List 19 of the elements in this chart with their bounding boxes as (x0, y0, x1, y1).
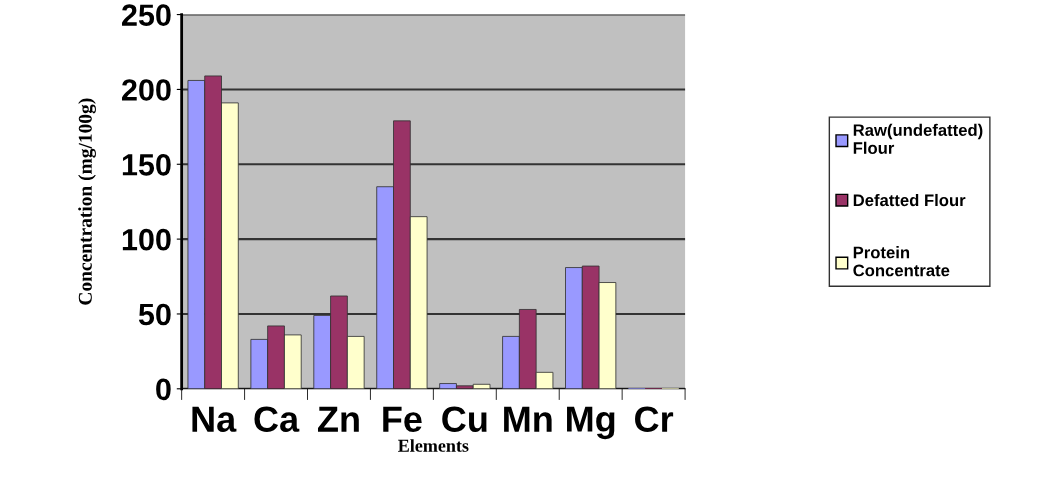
y-tick-label: 150 (122, 154, 171, 176)
y-tick-label: 200 (122, 79, 171, 101)
y-tick-label: 50 (138, 303, 171, 326)
x-tick-label: Fe (383, 406, 422, 432)
y-tick-label: 0 (156, 378, 171, 401)
x-tick-label: Na (192, 406, 237, 432)
y-tick-label: 100 (122, 228, 171, 251)
y-axis-title: Concentration (mg/100g) (78, 98, 96, 305)
x-tick-label: Mn (504, 406, 552, 432)
x-tick-label: Cu (442, 406, 487, 432)
x-axis-title: Elements (398, 439, 469, 452)
x-tick-label: Ca (254, 406, 300, 432)
legend-label: Protein Concentrate (853, 246, 950, 277)
x-tick-label: Zn (317, 406, 359, 432)
legend-label: Raw(undefatted) Flour (853, 123, 983, 154)
x-tick-label: Cr (635, 406, 674, 432)
legend-label: Defatted Flour (853, 193, 966, 207)
x-tick-label: Mg (567, 406, 615, 440)
y-tick-label: 250 (122, 4, 171, 26)
